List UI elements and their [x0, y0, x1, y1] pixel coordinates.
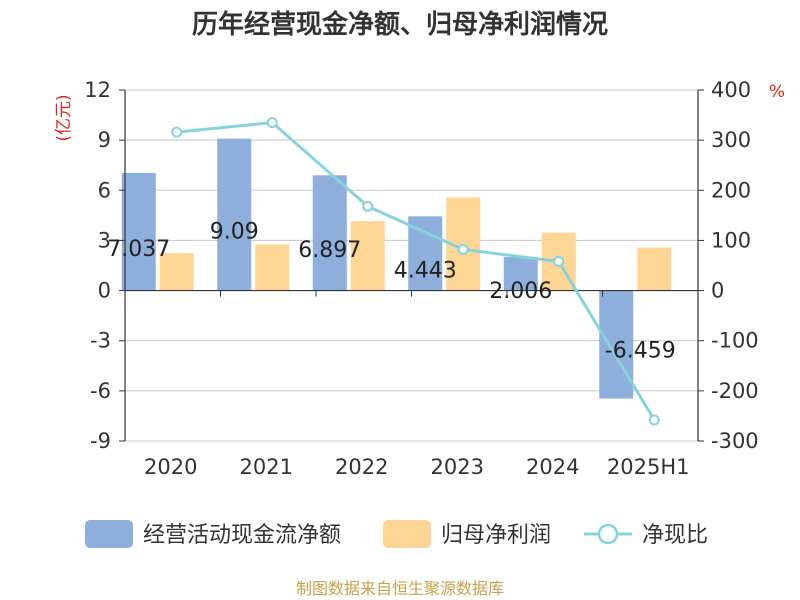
bar-value-label: 2.006	[489, 279, 552, 304]
ratio-point	[648, 414, 660, 426]
legend-cash-label: 经营活动现金流净额	[143, 523, 341, 548]
left-tick-label: 0	[98, 279, 111, 303]
left-tick-label: -3	[90, 329, 111, 353]
bar-profit	[255, 244, 290, 291]
legend-cash[interactable]: 经营活动现金流净额	[85, 520, 341, 548]
right-axis-unit: %	[769, 82, 785, 102]
data-labels: 7.037 9.09 6.897 4.443 2.006 -6.459	[107, 220, 675, 364]
category-label: 2025H1	[607, 455, 690, 479]
right-tick-label: 200	[711, 178, 751, 202]
bar-profit	[350, 221, 385, 291]
bar-profit	[637, 247, 672, 291]
category-label: 2020	[144, 455, 197, 479]
ratio-point	[171, 126, 183, 138]
right-tick-label: -200	[711, 379, 759, 403]
bar-value-label: 4.443	[394, 258, 457, 283]
ratio-line-path	[176, 121, 656, 421]
category-label: 2023	[431, 455, 484, 479]
chart-title: 历年经营现金净额、归母净利润情况	[192, 9, 608, 40]
category-label: 2024	[526, 455, 579, 479]
bar-cash	[503, 257, 538, 291]
legend[interactable]: 经营活动现金流净额 归母净利润 净现比	[85, 520, 708, 548]
left-tick-label: 9	[98, 128, 111, 152]
right-tick-label: 400	[711, 78, 751, 102]
legend-ratio[interactable]: 净现比	[584, 523, 708, 548]
right-tick-label: 300	[711, 128, 751, 152]
legend-cash-swatch	[85, 520, 133, 548]
left-axis-unit: (亿元)	[54, 94, 74, 141]
right-tick-label: -100	[711, 329, 759, 353]
left-tick-label: 12	[84, 78, 111, 102]
bar-value-label: 9.09	[210, 220, 259, 245]
bar-cash	[312, 175, 347, 291]
ratio-point	[266, 117, 278, 129]
legend-ratio-swatch-marker	[597, 523, 619, 545]
left-tick-label: -6	[90, 379, 111, 403]
ratio-line	[171, 117, 660, 426]
bar-value-label: -6.459	[605, 339, 676, 364]
bar-cash	[121, 172, 156, 291]
source-note: 制图数据来自恒生聚源数据库	[296, 579, 504, 598]
ratio-point	[457, 243, 469, 255]
category-label: 2022	[335, 455, 388, 479]
ratio-point	[553, 255, 565, 267]
legend-profit-label: 归母净利润	[441, 523, 551, 548]
legend-profit[interactable]: 归母净利润	[383, 520, 551, 548]
bar-value-label: 6.897	[298, 238, 361, 263]
category-label: 2021	[240, 455, 293, 479]
left-tick-label: 3	[98, 228, 111, 252]
axes: 12 9 6 3 0 -3 -6 -9 400 300 200 100 0 -100 -200 -300 202…	[84, 78, 758, 479]
legend-ratio-label: 净现比	[642, 523, 708, 548]
right-tick-label: 100	[711, 228, 751, 252]
left-tick-label: 6	[98, 178, 111, 202]
legend-profit-swatch	[383, 520, 431, 548]
bar-cash	[599, 290, 634, 399]
right-tick-label: 0	[711, 279, 724, 303]
bar-profit	[159, 253, 194, 291]
bar-value-label: 7.037	[107, 237, 170, 262]
ratio-point	[362, 200, 374, 212]
bars	[121, 138, 672, 399]
bar-cash	[217, 138, 252, 291]
right-tick-label: -300	[711, 429, 759, 453]
left-tick-label: -9	[90, 429, 111, 453]
